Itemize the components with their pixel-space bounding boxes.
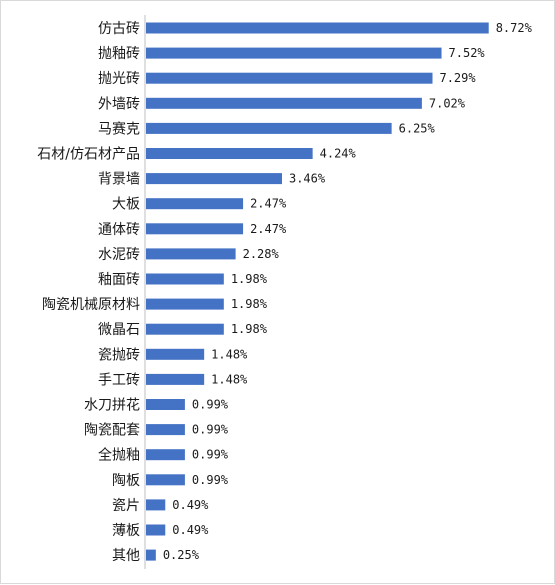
- bar: [146, 173, 282, 185]
- value-label: 1.98%: [231, 297, 268, 311]
- category-label: 马赛克: [98, 121, 140, 137]
- bar: [146, 72, 433, 84]
- value-label: 0.25%: [163, 548, 200, 562]
- bar: [146, 298, 224, 310]
- value-label: 1.48%: [211, 347, 248, 361]
- value-labels: 8.72%7.52%7.29%7.02%6.25%4.24%3.46%2.47%…: [163, 21, 533, 562]
- value-label: 0.99%: [192, 423, 229, 437]
- category-label: 石材/仿石材产品: [37, 147, 140, 163]
- category-label: 背景墙: [98, 172, 140, 188]
- bar: [146, 148, 313, 159]
- category-label: 薄板: [112, 523, 140, 539]
- bar: [146, 449, 185, 461]
- category-label: 抛光砖: [98, 71, 140, 87]
- category-label: 瓷片: [112, 498, 140, 514]
- value-label: 0.49%: [172, 523, 209, 537]
- value-label: 3.46%: [289, 172, 326, 186]
- category-label: 仿古砖: [98, 21, 140, 37]
- bar: [146, 97, 422, 109]
- category-label: 水刀拼花: [84, 398, 140, 414]
- value-label: 2.47%: [250, 222, 287, 236]
- bar: [146, 273, 224, 285]
- category-labels: 仿古砖抛釉砖抛光砖外墙砖马赛克石材/仿石材产品背景墙大板通体砖水泥砖釉面砖陶瓷机…: [37, 21, 140, 564]
- value-label: 2.28%: [243, 247, 280, 261]
- category-label: 瓷抛砖: [98, 347, 140, 363]
- value-label: 8.72%: [496, 21, 533, 35]
- value-label: 2.47%: [250, 197, 287, 211]
- bar: [146, 399, 185, 410]
- bar: [146, 474, 185, 486]
- category-label: 通体砖: [98, 222, 140, 238]
- bar: [146, 524, 166, 536]
- bar: [146, 348, 205, 360]
- value-label: 7.29%: [439, 71, 476, 85]
- bar: [146, 499, 166, 511]
- value-label: 4.24%: [320, 147, 357, 161]
- category-label: 大板: [112, 197, 140, 213]
- bar: [146, 248, 236, 260]
- value-label: 0.49%: [172, 498, 209, 512]
- category-label: 陶瓷配套: [84, 423, 140, 439]
- bar: [146, 373, 205, 385]
- value-label: 0.99%: [192, 448, 229, 462]
- bar: [146, 549, 156, 561]
- category-label: 抛釉砖: [98, 46, 140, 62]
- bar: [146, 22, 489, 34]
- value-label: 1.98%: [231, 322, 268, 336]
- category-label: 微晶石: [98, 322, 140, 338]
- value-label: 0.99%: [192, 473, 229, 487]
- bar: [146, 47, 442, 59]
- value-label: 1.48%: [211, 372, 248, 386]
- category-label: 外墙砖: [98, 96, 140, 112]
- category-label: 水泥砖: [98, 247, 140, 263]
- category-label: 陶瓷机械原材料: [42, 297, 140, 313]
- value-label: 6.25%: [399, 121, 436, 135]
- bar: [146, 424, 185, 436]
- category-label: 全抛釉: [98, 447, 140, 464]
- value-label: 7.52%: [449, 46, 486, 60]
- value-label: 0.99%: [192, 398, 229, 412]
- bar: [146, 198, 244, 210]
- value-label: 7.02%: [429, 96, 466, 110]
- bar: [146, 122, 392, 134]
- category-label: 陶板: [112, 473, 140, 489]
- category-label: 其他: [112, 548, 140, 564]
- category-label: 釉面砖: [98, 272, 140, 288]
- category-label: 手工砖: [98, 372, 140, 388]
- bar: [146, 323, 224, 335]
- bar-group: [146, 22, 489, 561]
- value-label: 1.98%: [231, 272, 268, 286]
- bar: [146, 223, 244, 235]
